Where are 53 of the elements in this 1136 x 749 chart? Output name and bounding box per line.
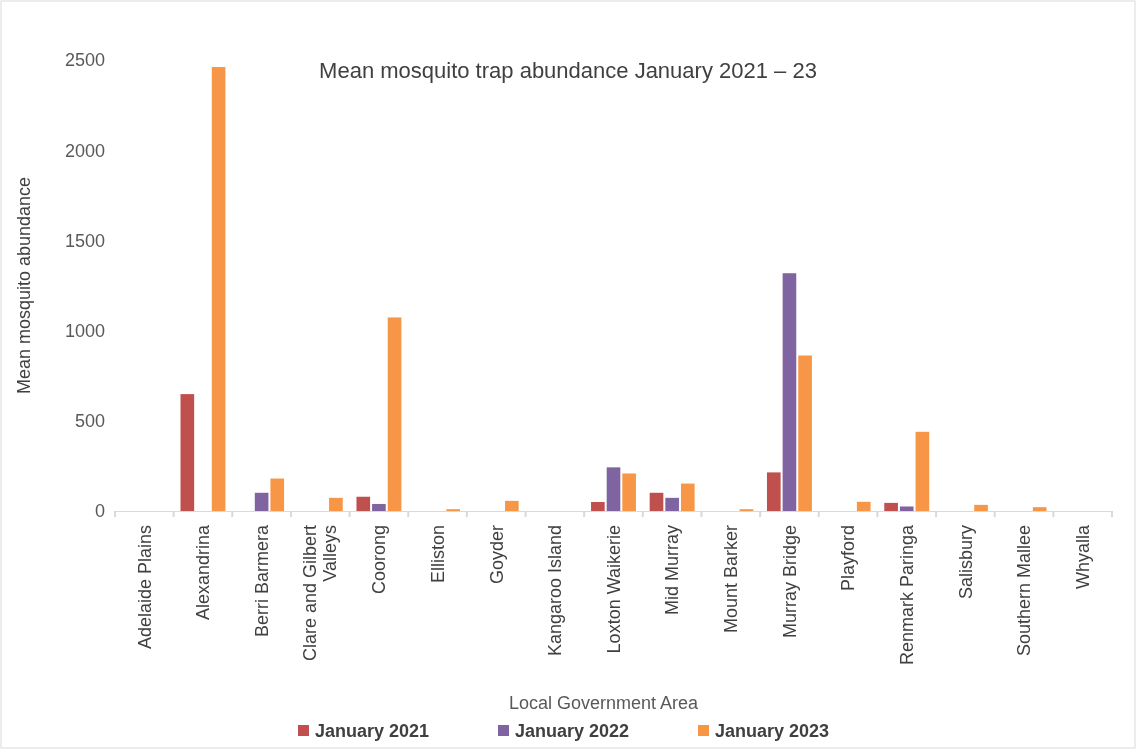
bar [915,431,930,511]
bar [798,355,812,511]
x-tick-label: Clare and Gilbert Valleys [299,525,341,662]
x-tick-label: Renmark Paringa [897,524,918,666]
bar [649,492,664,511]
x-tick-label: Goyder [486,525,507,585]
x-tick-label: Southern Mallee [1014,525,1035,657]
x-tick-label: Elliston [427,525,448,584]
y-axis-title: Mean mosquito abundance [14,176,34,395]
x-axis-title: Local Government Area [508,693,700,713]
chart-title: Mean mosquito trap abundance January 2021 – 23 [319,58,817,83]
bar [329,497,343,511]
y-tick-label: 2000 [64,140,105,161]
x-tick-label: Adelaide Plains [134,525,155,650]
y-tick-label: 500 [74,411,105,432]
x-tick-label: Alexandrina [193,524,214,621]
x-tick-label: Coorong [369,525,390,595]
bar [356,496,371,511]
bar [505,500,519,511]
bar [974,504,988,511]
bar [1032,507,1047,511]
x-tick-label: Playford [838,525,859,592]
y-tick-label: 2500 [64,50,105,71]
bar [387,317,402,511]
x-tick-label: Kangaroo Island [545,525,566,657]
bar [899,506,914,511]
legend-label: January 2021 [315,721,430,742]
x-tick-label: Salisbury [955,525,976,600]
x-tick-label: Murray Bridge [779,525,800,639]
bar [766,472,781,511]
bar [180,394,195,511]
bar [606,467,621,511]
bar [372,503,386,511]
y-tick-label: 1500 [64,230,105,251]
bar [270,478,285,511]
x-tick-label: Mount Barker [721,525,742,634]
bar [856,501,871,511]
x-tick-label: Whyalla [1072,524,1093,590]
bar [622,473,636,511]
y-tick-label: 0 [94,501,105,522]
legend-label: January 2023 [715,721,830,742]
legend-label: January 2022 [515,721,630,742]
y-tick-label: 1000 [64,320,105,341]
x-tick-label: Mid Murray [662,525,683,616]
bar [211,67,226,511]
bar [680,483,695,511]
x-tick-label: Berri Barmera [251,524,272,638]
bar [254,492,269,511]
bar [782,273,797,511]
bar [665,497,679,511]
bar [591,501,605,511]
bar [884,502,898,511]
x-tick-label: Loxton Waikerie [603,525,624,654]
